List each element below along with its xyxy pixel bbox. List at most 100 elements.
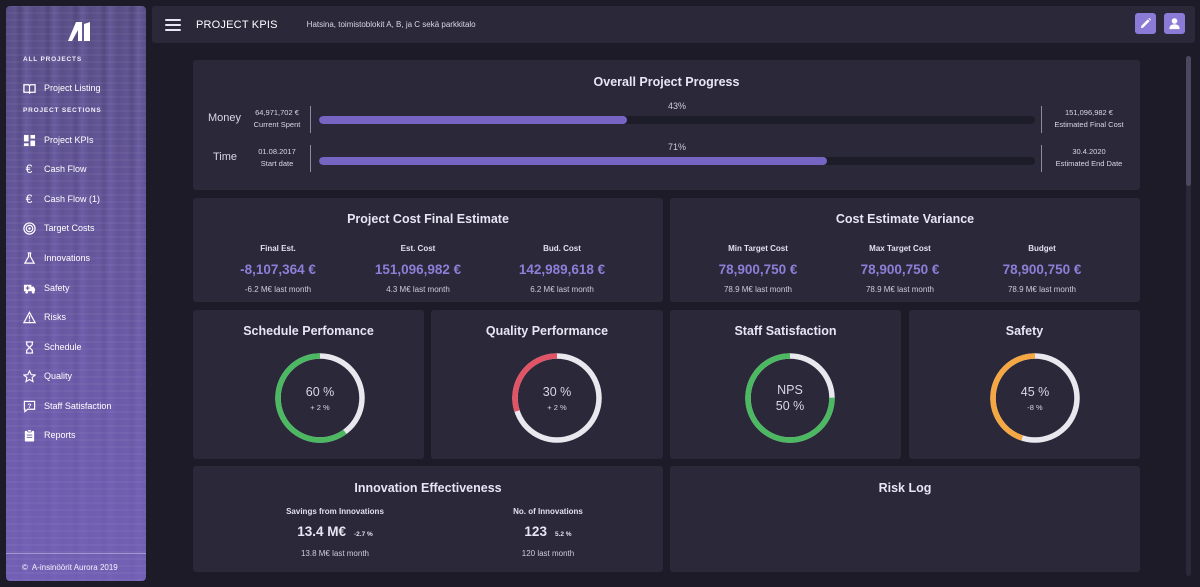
money-progress-bar <box>319 116 1035 124</box>
metric-label: No. of Innovations <box>513 507 583 516</box>
cost-estimate-variance-card: Cost Estimate Variance Min Target Cost 7… <box>670 198 1140 302</box>
sidebar-item-reports[interactable]: Reports <box>22 424 142 446</box>
card-title: Overall Project Progress <box>593 75 740 89</box>
footer-text: A-insinöörit Aurora 2019 <box>31 563 118 572</box>
gauge-arc <box>745 353 835 443</box>
pencil-icon <box>1140 17 1152 29</box>
divider <box>310 145 311 172</box>
hamburger-menu-icon[interactable] <box>165 18 181 31</box>
ambulance-icon <box>22 281 36 295</box>
money-percent: 43% <box>667 101 686 111</box>
gauge-value: 60 % <box>305 384 335 399</box>
metric-sub: 120 last month <box>521 549 575 558</box>
sidebar-item-risks[interactable]: Risks <box>22 306 142 328</box>
warning-icon <box>22 310 36 324</box>
metric-label: Est. Cost <box>400 244 436 253</box>
sidebar-item-label: Project Listing <box>44 83 101 93</box>
savings-metric: Savings from Innovations 13.4 M€ -2.7 % 1… <box>250 507 420 558</box>
sidebar-item-label: Cash Flow <box>44 164 87 174</box>
sidebar-item-label: Schedule <box>44 342 82 352</box>
metric-value: 142,989,618 € <box>518 262 606 277</box>
metric-sub: -6.2 M€ last month <box>244 285 312 294</box>
start-date-caption: Start date <box>260 159 294 168</box>
sidebar-item-target-costs[interactable]: Target Costs <box>22 217 142 239</box>
time-start-date: 01.08.2017 Start date <box>247 146 307 170</box>
target-icon <box>22 221 36 235</box>
svg-text:?: ? <box>27 402 31 409</box>
sidebar-item-label: Innovations <box>44 253 91 263</box>
min-target-cost-metric: Min Target Cost 78,900,750 € 78.9 M€ las… <box>688 244 828 294</box>
estimated-end-caption: Estimated End Date <box>1055 159 1123 168</box>
metric-label: Final Est. <box>260 244 296 253</box>
metric-sub: 78.9 M€ last month <box>723 285 793 294</box>
hourglass-icon <box>22 340 36 354</box>
sidebar-item-staff-satisfaction[interactable]: ? Staff Satisfaction <box>22 395 142 417</box>
edit-button[interactable] <box>1135 13 1156 34</box>
sidebar-item-schedule[interactable]: Schedule <box>22 336 142 358</box>
gauge-arc <box>512 353 602 443</box>
sidebar-item-cash-flow[interactable]: € Cash Flow <box>22 158 142 180</box>
gauge-value: 45 % <box>1020 384 1050 399</box>
gauge-delta: -8 % <box>1027 402 1043 412</box>
euro-icon: € <box>25 162 33 176</box>
time-estimated-end: 30.4.2020 Estimated End Date <box>1045 146 1133 170</box>
bud-cost-metric: Bud. Cost 142,989,618 € 6.2 M€ last mont… <box>492 244 632 294</box>
sidebar-item-label: Quality <box>44 371 73 381</box>
schedule-gauge: 60 % + 2 % <box>272 350 368 446</box>
metric-sub: 78.9 M€ last month <box>865 285 935 294</box>
estimated-end-value: 30.4.2020 <box>1072 147 1106 156</box>
metric-value: 151,096,982 € <box>374 262 462 277</box>
star-icon <box>22 369 36 383</box>
card-title: Cost Estimate Variance <box>835 212 975 226</box>
innovation-effectiveness-card: Innovation Effectiveness Savings from In… <box>193 466 663 572</box>
sidebar-item-cash-flow-1[interactable]: € Cash Flow (1) <box>22 188 142 210</box>
gauge-arc <box>990 353 1080 443</box>
metric-label: Bud. Cost <box>543 244 581 253</box>
sidebar-item-quality[interactable]: Quality <box>22 365 142 387</box>
card-title: Innovation Effectiveness <box>354 481 502 495</box>
book-icon <box>22 81 36 95</box>
gauge-ring <box>512 353 602 443</box>
gauge-delta: + 2 % <box>547 402 567 412</box>
top-bar: PROJECT KPIS Hatsina, toimistoblokit A, … <box>152 6 1195 43</box>
sidebar-item-innovations[interactable]: Innovations <box>22 247 142 269</box>
risk-log-card: Risk Log <box>670 466 1140 572</box>
dashboard-icon <box>22 133 36 147</box>
staff-satisfaction-gauge: NPS 50 % <box>742 350 838 446</box>
start-date-value: 01.08.2017 <box>258 147 296 156</box>
divider <box>1041 145 1042 172</box>
metric-label: Savings from Innovations <box>286 507 384 516</box>
innovation-count-metric: No. of Innovations 123 5.2 % 120 last mon… <box>463 507 633 558</box>
user-profile-button[interactable] <box>1164 13 1185 34</box>
metric-value: 78,900,750 € <box>1002 262 1082 277</box>
sidebar-item-label: Cash Flow (1) <box>44 194 101 204</box>
sidebar-item-project-listing[interactable]: Project Listing <box>22 77 142 99</box>
quality-performance-card: Quality Performance 30 % + 2 % <box>431 310 663 459</box>
metric-label: Budget <box>1028 244 1056 253</box>
metric-delta: 5.2 % <box>554 531 572 538</box>
card-title: Project Cost Final Estimate <box>347 212 509 226</box>
metric-value: 78,900,750 € <box>718 262 798 277</box>
schedule-performance-card: Schedule Perfomance 60 % + 2 % <box>193 310 424 459</box>
sidebar-item-project-kpis[interactable]: Project KPIs <box>22 129 142 151</box>
copyright-icon: © <box>22 563 28 572</box>
metric-value: 13.4 M€ <box>297 524 346 539</box>
gauge-ring <box>275 353 365 443</box>
metric-value: -8,107,364 € <box>240 262 316 277</box>
scrollbar-thumb[interactable] <box>1186 56 1191 186</box>
max-target-cost-metric: Max Target Cost 78,900,750 € 78.9 M€ las… <box>830 244 970 294</box>
gauge-value: NPS <box>777 383 803 397</box>
sidebar: ALL PROJECTS Project Listing PROJECT SEC… <box>6 6 146 581</box>
time-progress-fill <box>319 157 828 165</box>
page-title: PROJECT KPIS <box>196 18 278 31</box>
current-spent-value: 64,971,702 € <box>255 108 299 117</box>
est-cost-metric: Est. Cost 151,096,982 € 4.3 M€ last mont… <box>348 244 488 294</box>
sidebar-item-label: Staff Satisfaction <box>44 401 112 411</box>
clipboard-icon <box>22 428 36 442</box>
divider <box>1041 106 1042 133</box>
nav-heading-project-sections: PROJECT SECTIONS <box>23 107 102 114</box>
card-title: Staff Satisfaction <box>734 324 837 338</box>
sidebar-item-safety[interactable]: Safety <box>22 277 142 299</box>
gauge-ring <box>745 353 835 443</box>
vertical-scrollbar[interactable] <box>1186 56 1191 576</box>
